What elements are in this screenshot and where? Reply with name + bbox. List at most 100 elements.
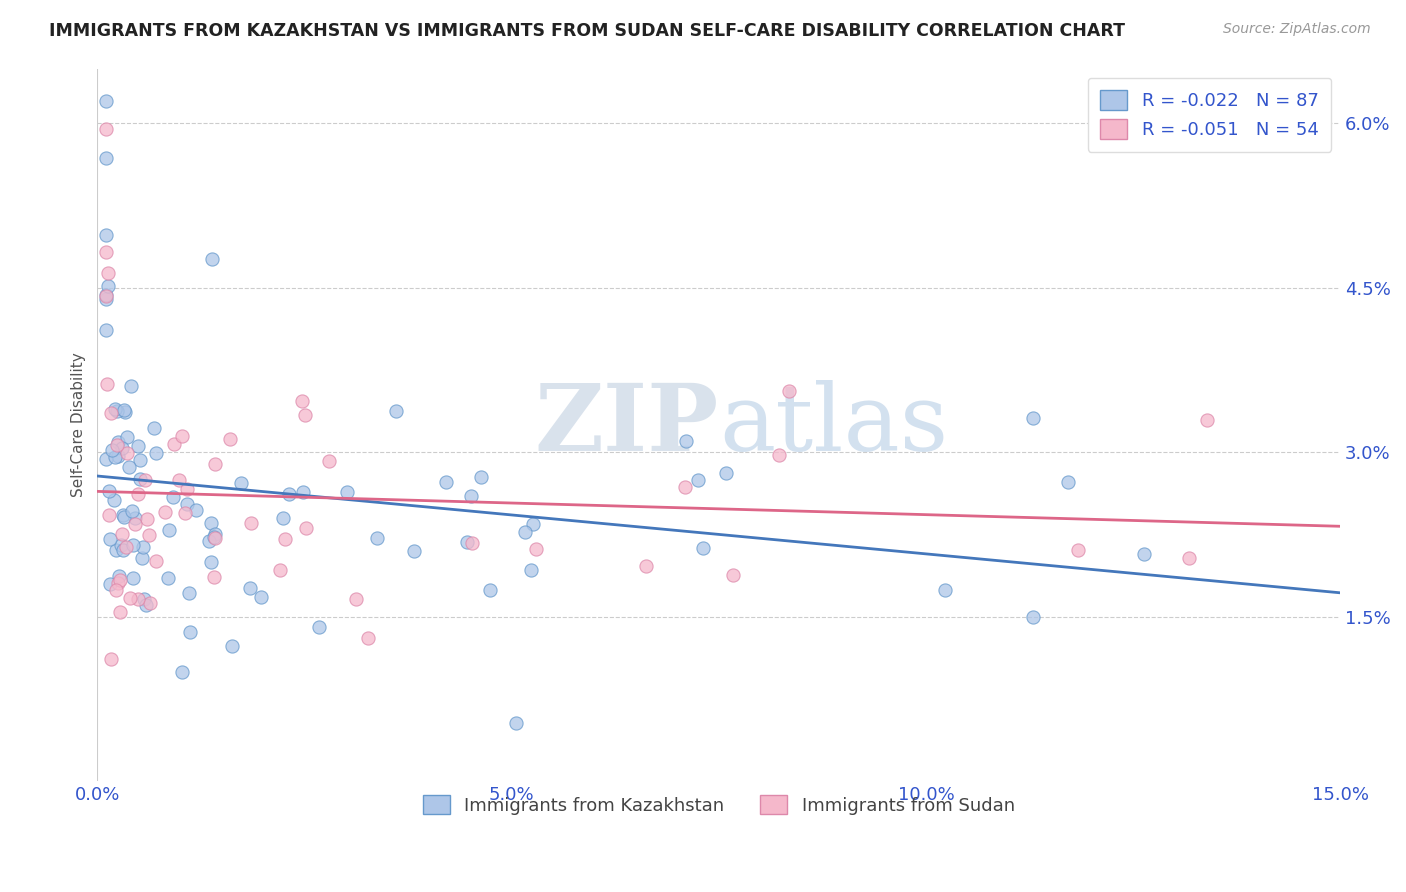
- Point: [121, 538, 143, 552]
- Point: [202, 530, 225, 544]
- Point: [138, 528, 160, 542]
- Point: [336, 485, 359, 500]
- Point: [384, 404, 406, 418]
- Point: [121, 504, 143, 518]
- Point: [110, 538, 132, 552]
- Point: [1057, 475, 1080, 490]
- Point: [291, 484, 314, 499]
- Point: [688, 474, 710, 488]
- Point: [156, 571, 179, 585]
- Point: [145, 446, 167, 460]
- Point: [177, 586, 200, 600]
- Point: [124, 511, 146, 525]
- Point: [94, 228, 117, 243]
- Point: [118, 460, 141, 475]
- Point: [145, 553, 167, 567]
- Point: [200, 555, 222, 569]
- Point: [153, 505, 176, 519]
- Point: [239, 582, 262, 596]
- Point: [127, 439, 149, 453]
- Point: [269, 564, 291, 578]
- Point: [170, 428, 193, 442]
- Point: [107, 575, 129, 590]
- Point: [673, 480, 696, 494]
- Point: [138, 596, 160, 610]
- Point: [460, 490, 482, 504]
- Point: [131, 551, 153, 566]
- Point: [159, 523, 181, 537]
- Point: [111, 543, 134, 558]
- Point: [172, 665, 194, 680]
- Point: [163, 437, 186, 451]
- Point: [96, 122, 118, 136]
- Point: [105, 542, 128, 557]
- Point: [111, 441, 134, 455]
- Point: [115, 541, 138, 555]
- Point: [692, 541, 714, 556]
- Point: [204, 457, 226, 471]
- Point: [179, 625, 201, 640]
- Text: IMMIGRANTS FROM KAZAKHSTAN VS IMMIGRANTS FROM SUDAN SELF-CARE DISABILITY CORRELA: IMMIGRANTS FROM KAZAKHSTAN VS IMMIGRANTS…: [49, 22, 1125, 40]
- Text: ZIP: ZIP: [534, 380, 718, 470]
- Point: [100, 652, 122, 666]
- Point: [229, 475, 252, 490]
- Point: [103, 493, 125, 508]
- Point: [112, 403, 135, 417]
- Point: [778, 384, 800, 398]
- Point: [129, 453, 152, 467]
- Point: [111, 526, 134, 541]
- Point: [135, 599, 157, 613]
- Point: [135, 511, 157, 525]
- Point: [479, 582, 502, 597]
- Point: [1177, 551, 1199, 566]
- Point: [94, 452, 117, 467]
- Point: [162, 491, 184, 505]
- Point: [114, 510, 136, 524]
- Point: [524, 541, 547, 556]
- Point: [356, 631, 378, 645]
- Point: [218, 432, 240, 446]
- Point: [934, 583, 956, 598]
- Point: [132, 592, 155, 607]
- Point: [1022, 610, 1045, 624]
- Point: [100, 406, 122, 420]
- Point: [461, 536, 484, 550]
- Point: [131, 541, 153, 555]
- Point: [291, 393, 314, 408]
- Point: [294, 408, 316, 422]
- Point: [94, 244, 117, 259]
- Point: [200, 252, 222, 266]
- Point: [108, 605, 131, 619]
- Point: [434, 475, 457, 490]
- Point: [277, 487, 299, 501]
- Point: [456, 534, 478, 549]
- Point: [124, 517, 146, 532]
- Point: [634, 558, 657, 573]
- Point: [94, 292, 117, 306]
- Point: [1133, 547, 1156, 561]
- Point: [104, 402, 127, 417]
- Point: [94, 289, 117, 303]
- Point: [98, 532, 121, 546]
- Point: [308, 620, 330, 634]
- Point: [98, 508, 121, 522]
- Point: [127, 487, 149, 501]
- Point: [239, 516, 262, 530]
- Point: [318, 454, 340, 468]
- Point: [127, 591, 149, 606]
- Point: [115, 430, 138, 444]
- Point: [169, 473, 191, 487]
- Point: [200, 516, 222, 531]
- Point: [107, 403, 129, 417]
- Point: [118, 591, 141, 605]
- Point: [96, 377, 118, 392]
- Point: [173, 507, 195, 521]
- Point: [94, 323, 117, 337]
- Point: [714, 467, 737, 481]
- Point: [721, 568, 744, 582]
- Point: [97, 483, 120, 498]
- Point: [404, 544, 426, 558]
- Point: [505, 716, 527, 731]
- Legend: Immigrants from Kazakhstan, Immigrants from Sudan: Immigrants from Kazakhstan, Immigrants f…: [412, 784, 1026, 825]
- Point: [143, 421, 166, 435]
